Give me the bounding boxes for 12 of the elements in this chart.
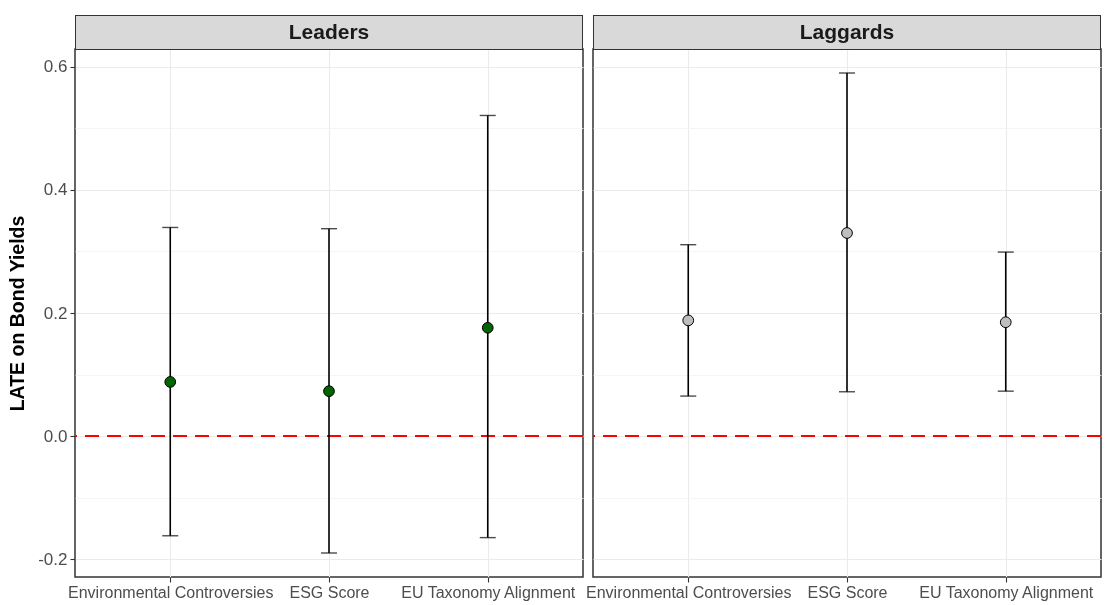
x-tick-label: ESG Score: [807, 583, 888, 601]
x-tick-label: EU Taxonomy Alignment: [919, 583, 1094, 601]
x-tick-label: EU Taxonomy Alignment: [401, 583, 576, 601]
y-axis-title: LATE on Bond Yields: [6, 215, 29, 412]
y-tick-label: 0.6: [43, 57, 68, 77]
y-tick-label: 0.4: [43, 180, 68, 200]
y-tick-label: 0.0: [43, 426, 68, 446]
x-tick-label: Environmental Controversies: [68, 583, 274, 601]
y-tick-label: -0.2: [38, 549, 68, 569]
x-tick-label: ESG Score: [289, 583, 370, 601]
x-tick-label: Environmental Controversies: [586, 583, 792, 601]
y-tick-label: 0.2: [43, 303, 68, 323]
